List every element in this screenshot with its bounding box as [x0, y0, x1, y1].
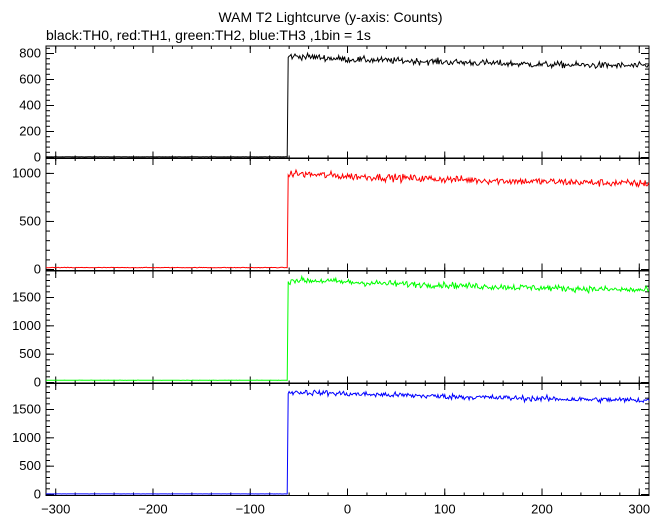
y-tick-label: 500 — [19, 458, 41, 473]
panel-th1: 0 500 1000 — [12, 157, 650, 277]
panel-th2: 0 500 1000 1500 — [12, 270, 650, 390]
chart-subtitle: black:TH0, red:TH1, green:TH2, blue:TH3 … — [46, 27, 371, 43]
panel-th3: 0 500 1000 1500 — [12, 382, 650, 502]
y-tick-label: 0 — [34, 262, 41, 277]
y-tick-label: 200 — [19, 124, 41, 139]
y-tick-label: 400 — [19, 98, 41, 113]
x-tick-label: 0 — [344, 502, 351, 515]
y-tick-label: 0 — [34, 150, 41, 165]
y-tick-label: 600 — [19, 72, 41, 87]
series-line-th0 — [46, 51, 650, 158]
x-tick-label: 300 — [628, 502, 650, 515]
panel-th0: 0 200 400 600 800 — [19, 45, 650, 165]
series-line-th1 — [45, 168, 650, 269]
y-tick-label: 1500 — [12, 402, 41, 417]
y-tick-label: 0 — [34, 487, 41, 502]
y-tick-label: 1000 — [12, 318, 41, 333]
x-tick-label: −100 — [236, 502, 265, 515]
y-tick-label: 500 — [19, 346, 41, 361]
chart-title: WAM T2 Lightcurve (y-axis: Counts) — [218, 9, 443, 25]
x-tick-label: 100 — [434, 502, 456, 515]
y-tick-label: 1000 — [12, 430, 41, 445]
y-tick-label: 800 — [19, 46, 41, 61]
series-line-th2 — [45, 274, 650, 381]
y-tick-label: 500 — [19, 213, 41, 228]
y-tick-label: 1000 — [12, 165, 41, 180]
x-tick-label: 200 — [531, 502, 553, 515]
series-line-th3 — [46, 388, 650, 495]
y-tick-label: 0 — [34, 375, 41, 390]
panel-frame — [45, 270, 650, 384]
y-tick-label: 1500 — [12, 290, 41, 305]
x-tick-label: −200 — [138, 502, 167, 515]
x-tick-label: −300 — [41, 502, 70, 515]
